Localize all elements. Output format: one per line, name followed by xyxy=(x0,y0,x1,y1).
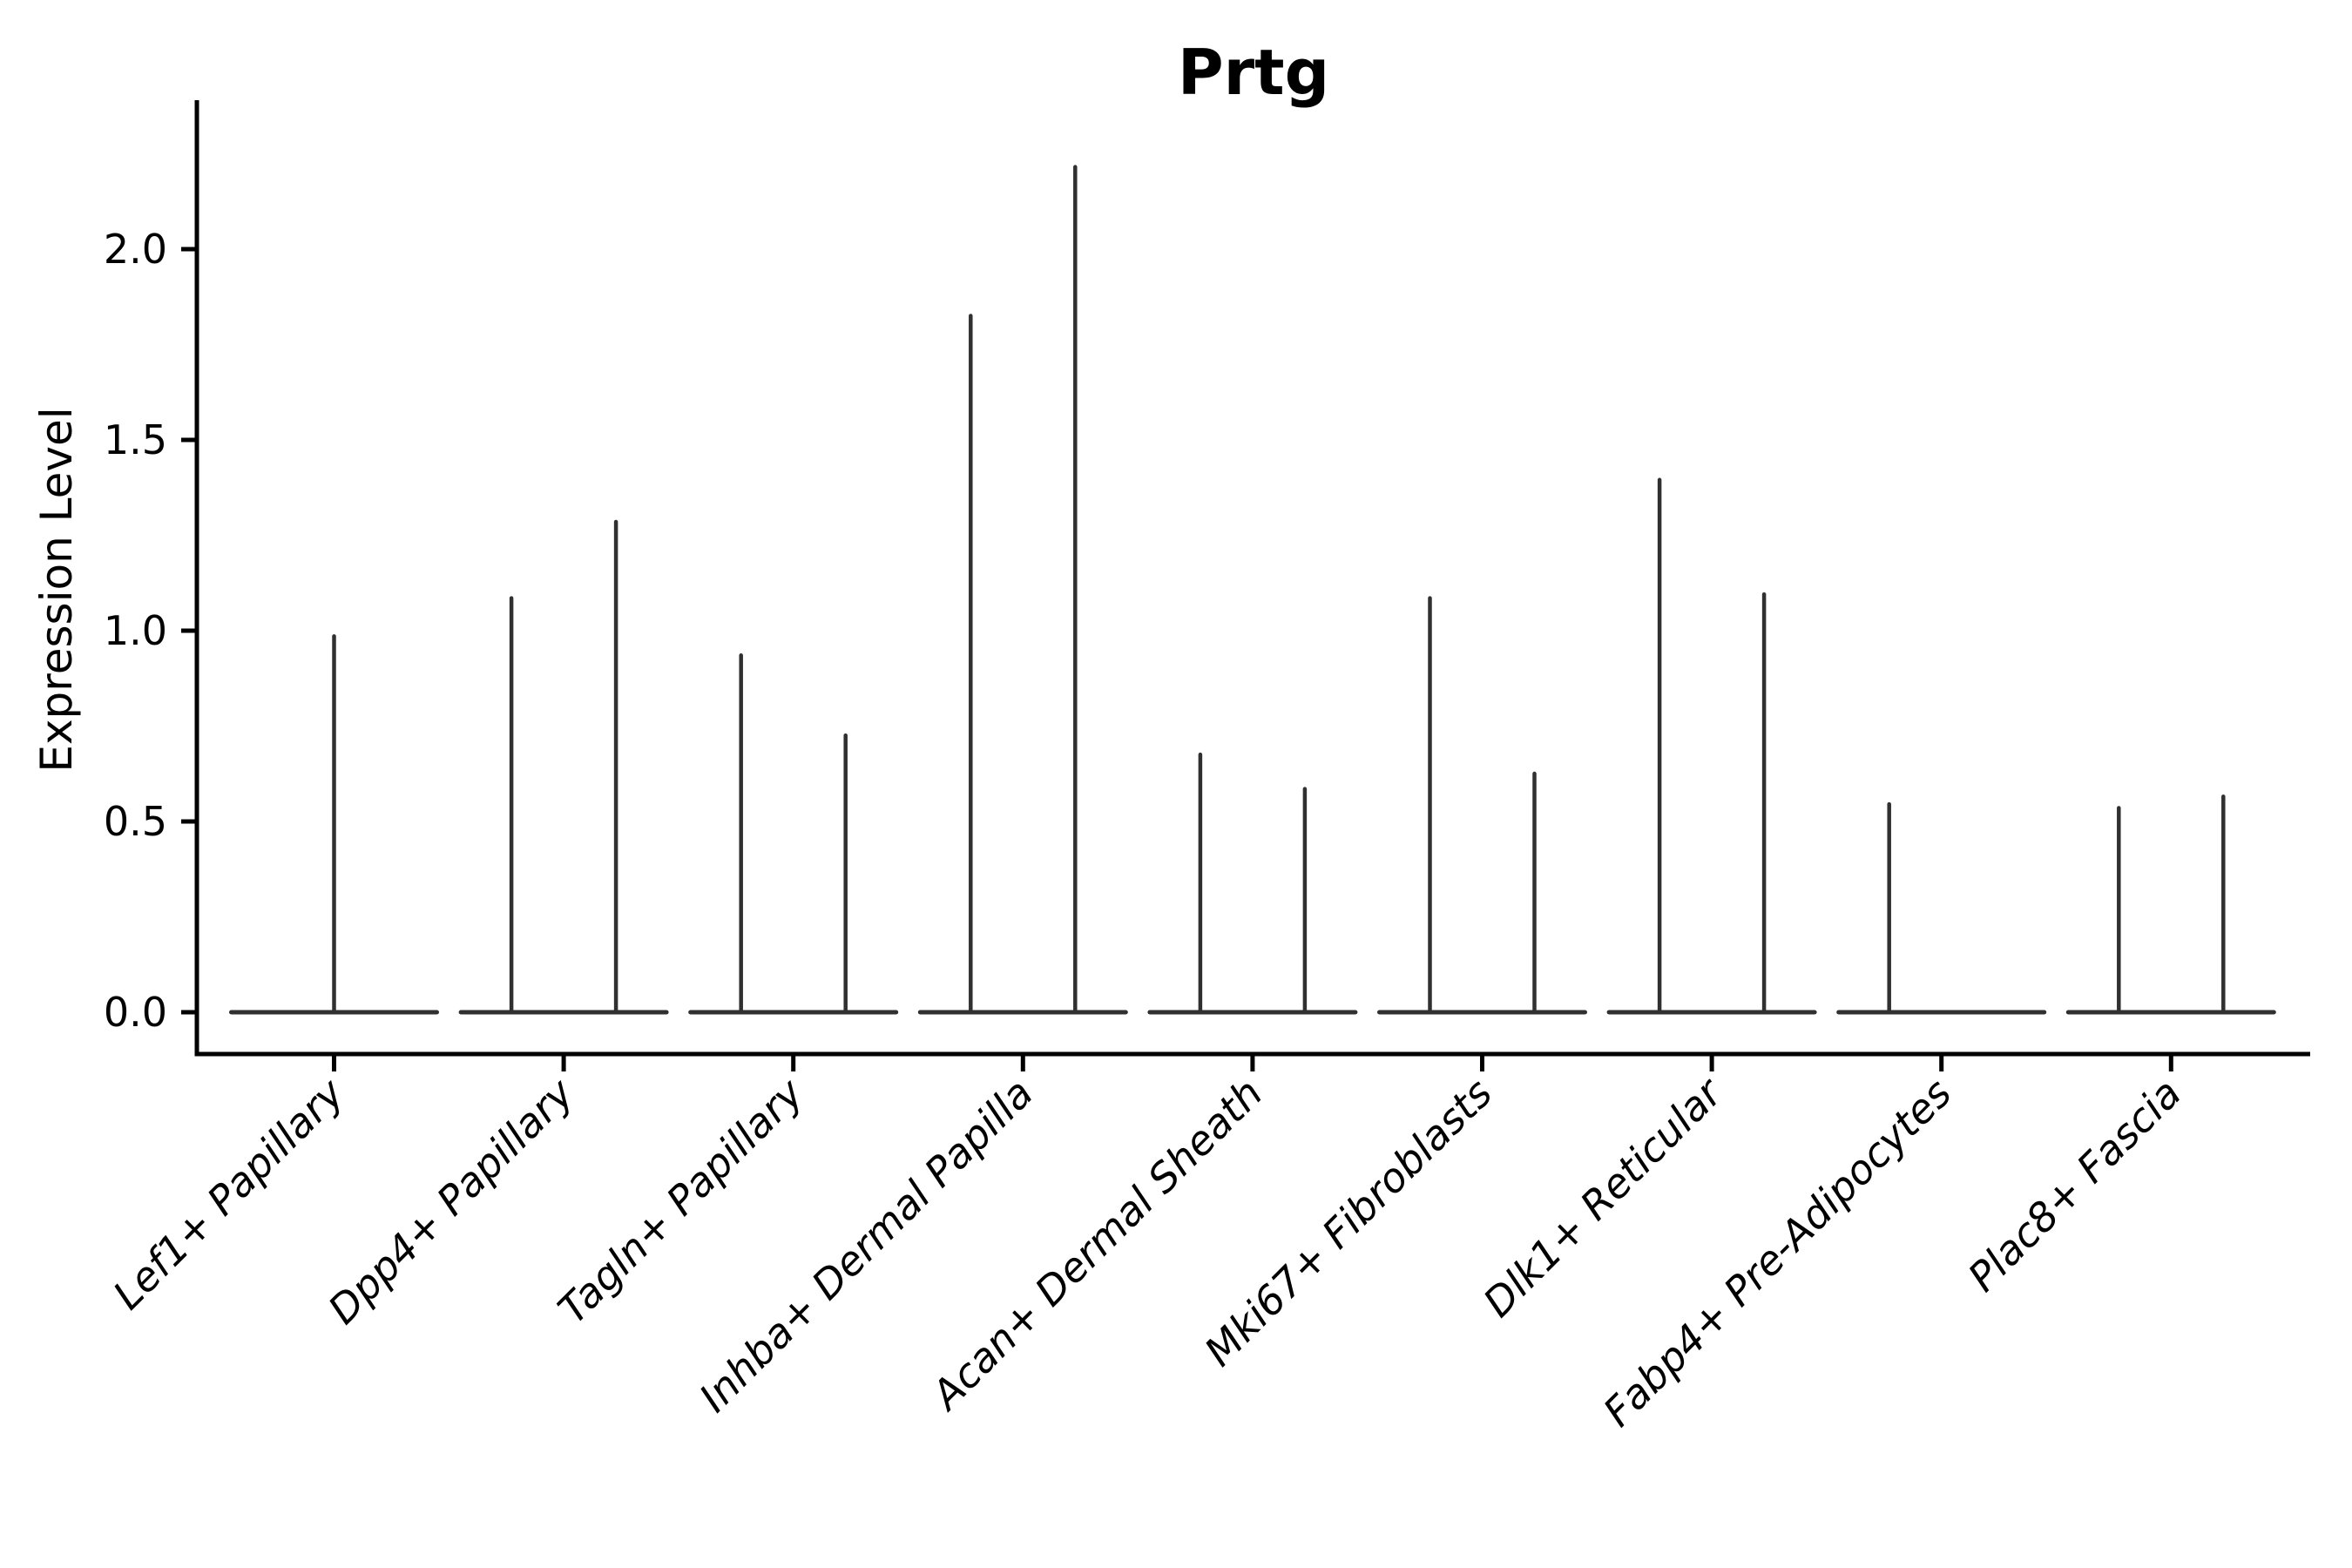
violin-category xyxy=(2065,794,2276,1015)
y-axis-label: Expression Level xyxy=(31,407,82,772)
y-axis-ticks-group: 0.0 0.5 1.0 1.5 2.0 xyxy=(104,226,197,1036)
violin-category xyxy=(1606,477,1817,1015)
y-tick-label: 0.0 xyxy=(104,989,167,1036)
violin-category xyxy=(917,165,1128,1015)
y-tick-label: 0.5 xyxy=(104,798,167,845)
violin-category xyxy=(1836,801,2047,1015)
y-tick-label: 1.5 xyxy=(104,416,167,463)
violin-category xyxy=(688,653,899,1015)
x-tick-label: Dpp4+ Papillary xyxy=(319,1069,583,1333)
x-tick-label: Lef1+ Papillary xyxy=(104,1069,353,1318)
violin-category xyxy=(229,634,439,1015)
x-tick-label: Tagln+ Papillary xyxy=(549,1069,813,1333)
violin-category xyxy=(458,519,669,1015)
violins-group xyxy=(229,165,2276,1015)
violin-category xyxy=(1377,596,1587,1015)
y-tick-label: 1.0 xyxy=(104,607,167,654)
x-tick-label: Plac8+ Fascia xyxy=(1959,1070,2190,1301)
chart-title: Prtg xyxy=(1178,36,1329,109)
violin-category xyxy=(1147,752,1358,1015)
x-tick-label: Dlk1+ Reticular xyxy=(1474,1067,1733,1326)
y-tick-label: 2.0 xyxy=(104,226,167,273)
